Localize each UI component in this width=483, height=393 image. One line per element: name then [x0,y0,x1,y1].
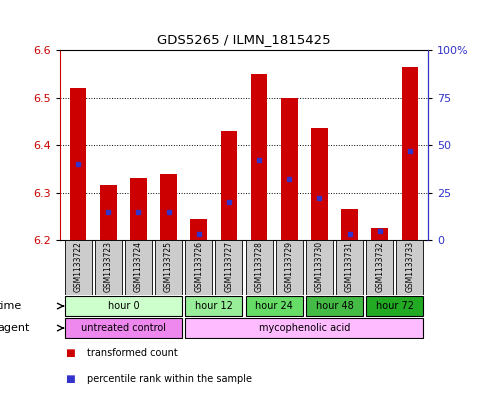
Bar [276,240,303,295]
Text: GSM1133732: GSM1133732 [375,241,384,292]
Bar [245,240,273,295]
Text: GSM1133723: GSM1133723 [104,241,113,292]
Text: untreated control: untreated control [81,323,166,333]
Bar [100,185,116,240]
Text: agent: agent [0,323,29,333]
Bar [221,131,237,240]
Text: time: time [0,301,23,311]
Bar [185,240,213,295]
Text: GSM1133726: GSM1133726 [194,241,203,292]
Bar [95,240,122,295]
Text: hour 48: hour 48 [315,301,354,311]
Bar [65,318,182,338]
Bar [397,240,424,295]
Bar [401,67,418,240]
Bar [311,129,327,240]
Text: GSM1133729: GSM1133729 [285,241,294,292]
Bar [65,296,182,316]
Bar [366,296,424,316]
Text: GSM1133725: GSM1133725 [164,241,173,292]
Bar [336,240,363,295]
Text: hour 0: hour 0 [108,301,139,311]
Bar [160,174,177,240]
Bar [245,296,303,316]
Text: GSM1133730: GSM1133730 [315,241,324,292]
Text: transformed count: transformed count [86,348,177,358]
Bar [366,240,393,295]
Bar [65,240,92,295]
Text: hour 24: hour 24 [255,301,293,311]
Bar [185,318,424,338]
Text: GSM1133724: GSM1133724 [134,241,143,292]
Bar [190,219,207,240]
Bar [215,240,242,295]
Text: ■: ■ [65,374,74,384]
Bar [306,240,333,295]
Text: GSM1133728: GSM1133728 [255,241,264,292]
Bar [306,296,363,316]
Text: GSM1133733: GSM1133733 [405,241,414,292]
Text: GSM1133722: GSM1133722 [73,241,83,292]
Title: GDS5265 / ILMN_1815425: GDS5265 / ILMN_1815425 [157,33,331,46]
Text: hour 12: hour 12 [195,301,233,311]
Bar [251,74,268,240]
Text: mycophenolic acid: mycophenolic acid [258,323,350,333]
Bar [371,228,388,240]
Text: hour 72: hour 72 [376,301,414,311]
Text: percentile rank within the sample: percentile rank within the sample [86,374,252,384]
Bar [125,240,152,295]
Text: GSM1133731: GSM1133731 [345,241,354,292]
Bar [70,88,86,240]
Bar [155,240,182,295]
Bar [281,97,298,240]
Bar [130,178,147,240]
Bar [185,296,242,316]
Bar [341,209,358,240]
Text: ■: ■ [65,348,74,358]
Text: GSM1133727: GSM1133727 [225,241,233,292]
